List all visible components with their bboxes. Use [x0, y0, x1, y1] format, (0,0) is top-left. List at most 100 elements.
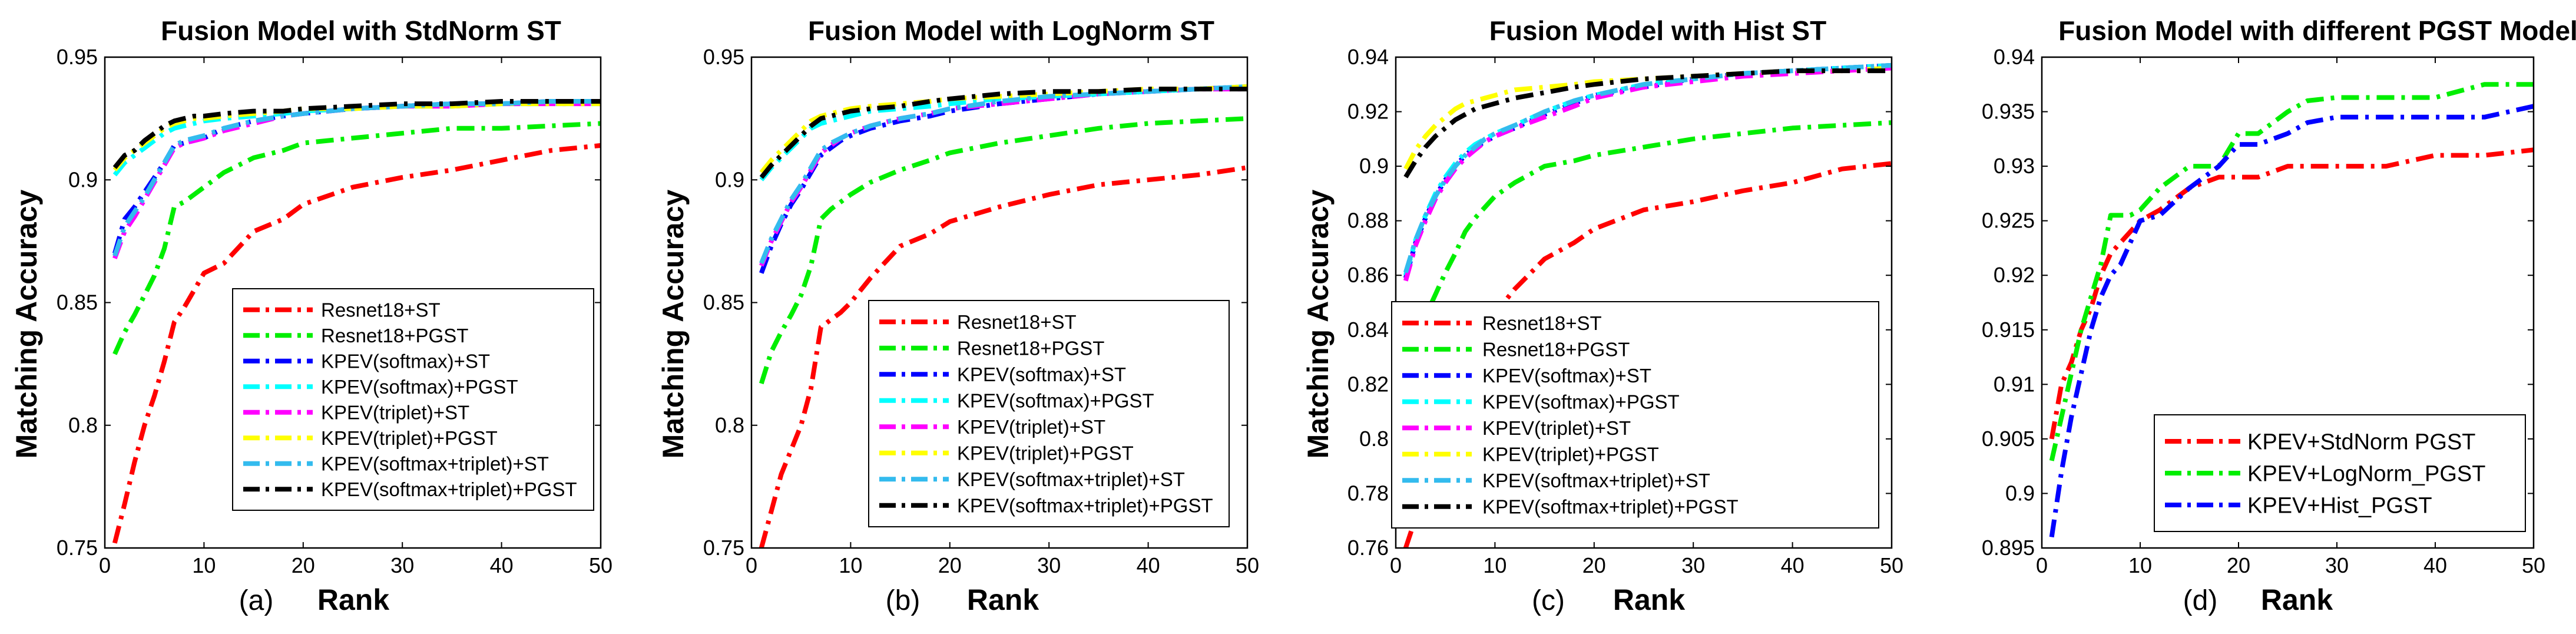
legend-label: KPEV(softmax)+PGST: [957, 390, 1154, 412]
legend-label: KPEV(softmax)+ST: [957, 364, 1126, 385]
legend-label: KPEV(triplet)+PGST: [1482, 444, 1659, 465]
legend-label: KPEV(triplet)+PGST: [957, 443, 1134, 464]
y-tick-label: 0.92: [1347, 100, 1389, 124]
legend-label: KPEV(triplet)+ST: [957, 416, 1105, 438]
legend-label: KPEV(softmax)+PGST: [321, 376, 518, 398]
legend-label: KPEV(softmax)+ST: [321, 351, 490, 372]
y-tick-label: 0.9: [715, 167, 744, 191]
y-tick-label: 0.95: [703, 45, 744, 69]
series-line-1: [2049, 147, 2534, 440]
y-tick-label: 0.925: [1982, 209, 2035, 233]
series-line-1: [112, 143, 601, 544]
y-tick-label: 0.91: [1994, 372, 2035, 396]
legend-label: KPEV(triplet)+ST: [321, 402, 469, 424]
x-tick-label: 10: [1483, 553, 1506, 577]
x-tick-label: 0: [1390, 553, 1402, 577]
y-tick-label: 0.88: [1347, 209, 1389, 233]
y-tick-label: 0.915: [1982, 318, 2035, 342]
legend-label: KPEV(softmax+triplet)+ST: [1482, 470, 1710, 491]
legend: Resnet18+ST Resnet18+PGST KPEV(softmax)+…: [868, 300, 1230, 527]
series-line-4: [112, 101, 601, 177]
legend-label: KPEV+LogNorm_PGST: [2247, 462, 2485, 487]
legend-label: KPEV+StdNorm PGST: [2247, 430, 2476, 455]
x-tick-label: 30: [1681, 553, 1705, 577]
x-tick-label: 10: [192, 553, 216, 577]
series-line-8: [1403, 68, 1892, 179]
x-tick-label: 30: [1037, 553, 1061, 577]
legend-label: Resnet18+ST: [957, 311, 1077, 333]
x-tick-label: 40: [490, 553, 514, 577]
y-tick-label: 0.8: [715, 413, 744, 437]
y-tick-label: 0.9: [68, 167, 98, 191]
panel-b: 0 10 20 30 40 50 0.75 0.8 0.85 0.9 0.95 Fusion Mod…: [657, 15, 1259, 616]
series-line-7: [1403, 62, 1892, 273]
x-axis-label: Rank: [2261, 583, 2333, 616]
legend: Resnet18+ST Resnet18+PGST KPEV(softmax)+…: [232, 288, 594, 511]
x-tick-label: 40: [1781, 553, 1804, 577]
legend-label: KPEV(softmax+triplet)+ST: [957, 468, 1185, 490]
panel-c: 0 10 20 30 40 50 0.76 0.78 0.8 0.82 0.84 0.86 0.88 0.…: [1302, 15, 1903, 616]
x-tick-label: 10: [2128, 553, 2152, 577]
x-tick-label: 50: [2522, 553, 2545, 577]
legend-label: KPEV(softmax+triplet)+ST: [321, 453, 549, 475]
y-tick-label: 0.84: [1347, 318, 1389, 342]
chart-title: Fusion Model with Hist ST: [1489, 15, 1826, 46]
series-line-8: [112, 99, 601, 169]
x-tick-label: 40: [1137, 553, 1160, 577]
series-line-2: [759, 116, 1248, 385]
legend-label: KPEV(softmax+triplet)+PGST: [1482, 496, 1739, 518]
y-tick-label: 0.93: [1994, 154, 2035, 178]
chart-title: Fusion Model with StdNorm ST: [161, 15, 561, 46]
y-tick-label: 0.9: [2005, 481, 2035, 505]
y-tick-label: 0.75: [57, 536, 98, 560]
legend-label: Resnet18+PGST: [957, 338, 1104, 359]
series-line-2: [1403, 120, 1892, 369]
series-line-3: [2049, 104, 2534, 538]
x-tick-label: 30: [390, 553, 414, 577]
panel-label: (d): [2183, 585, 2218, 616]
x-tick-label: 10: [839, 553, 862, 577]
x-tick-label: 0: [746, 553, 757, 577]
x-tick-label: 30: [2325, 553, 2349, 577]
series-line-7: [759, 84, 1248, 265]
legend-label: KPEV(softmax+triplet)+PGST: [957, 495, 1213, 517]
x-tick-label: 40: [2423, 553, 2447, 577]
panel-a: 0 10 20 30 40 50 0.75 0.8 0.85 0.9 0.95 Fusion Mod…: [10, 15, 612, 616]
series-line-5: [1403, 65, 1892, 282]
y-tick-label: 0.85: [57, 290, 98, 315]
y-tick-label: 0.9: [1359, 154, 1389, 178]
x-tick-label: 20: [2227, 553, 2250, 577]
x-axis-label: Rank: [967, 583, 1039, 616]
legend-label: KPEV+Hist_PGST: [2247, 494, 2432, 519]
legend-box: [1391, 301, 1879, 529]
legend-label: KPEV(softmax+triplet)+PGST: [321, 478, 577, 500]
x-tick-label: 50: [589, 553, 612, 577]
legend-label: Resnet18+PGST: [321, 325, 468, 346]
y-tick-label: 0.95: [57, 45, 98, 69]
x-tick-label: 50: [1880, 553, 1903, 577]
y-tick-label: 0.85: [703, 290, 744, 315]
y-tick-label: 0.94: [1994, 45, 2035, 69]
legend-box: [232, 288, 594, 511]
legend-label: KPEV(triplet)+ST: [1482, 417, 1631, 439]
y-tick-label: 0.895: [1982, 536, 2035, 560]
series-line-2: [2049, 82, 2534, 461]
chart-title: Fusion Model with LogNorm ST: [808, 15, 1214, 46]
y-tick-label: 0.86: [1347, 263, 1389, 287]
x-axis-label: Rank: [317, 583, 389, 616]
legend: Resnet18+ST Resnet18+PGST KPEV(softmax)+…: [1391, 301, 1879, 529]
legend: KPEV+StdNorm PGST KPEV+LogNorm_PGST KPEV…: [2154, 414, 2526, 532]
legend-label: Resnet18+PGST: [1482, 339, 1630, 361]
y-tick-label: 0.94: [1347, 45, 1389, 69]
y-tick-label: 0.92: [1994, 263, 2035, 287]
y-axis-label: Matching Accuracy: [657, 190, 690, 459]
x-tick-label: 20: [1582, 553, 1606, 577]
legend-label: KPEV(triplet)+PGST: [321, 427, 498, 449]
y-tick-label: 0.905: [1982, 427, 2035, 451]
y-tick-label: 0.76: [1347, 536, 1389, 560]
legend-box: [868, 300, 1230, 527]
y-tick-label: 0.75: [703, 536, 744, 560]
x-tick-label: 20: [938, 553, 962, 577]
axes-frame: [2041, 56, 2535, 549]
